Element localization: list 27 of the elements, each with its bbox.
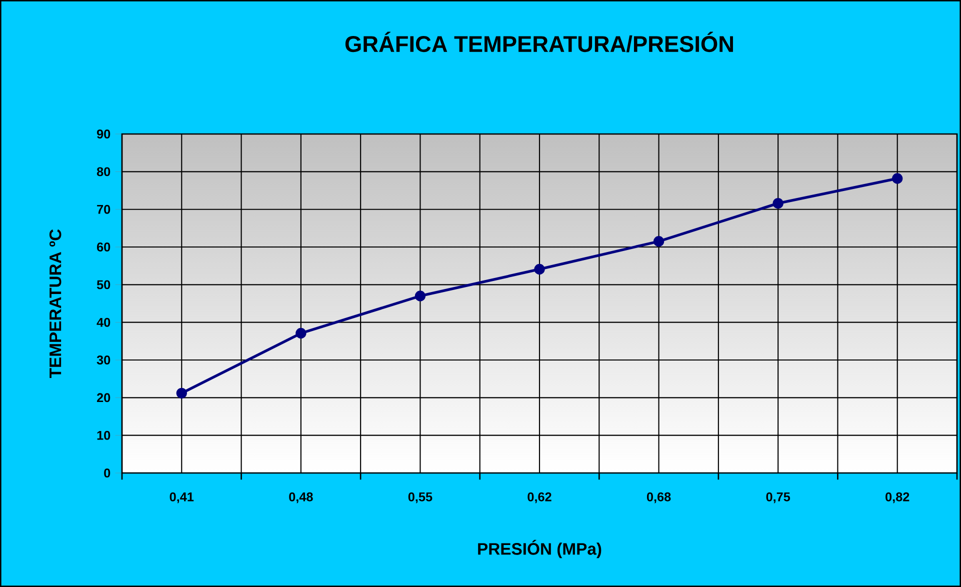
y-tick-label: 60 [96, 242, 110, 252]
x-tick-label: 0,68 [646, 492, 671, 504]
point [772, 198, 784, 209]
y-tick-label: 80 [96, 167, 110, 176]
y-tick-label: 10 [97, 430, 110, 440]
y-tick-label: 40 [96, 318, 110, 327]
point [653, 236, 664, 247]
x-axis-title: PRESIÓN (MPa) [478, 540, 602, 558]
x-tick-label: 0,41 [170, 492, 194, 504]
x-tick-label: 0,48 [289, 492, 313, 504]
y-tick-label: 0 [104, 468, 110, 478]
point [534, 264, 545, 275]
y-axis-title: TEMPERATURA ºC [49, 229, 62, 378]
y-tick-label: 30 [96, 356, 110, 365]
x-tick-label: 0,75 [766, 492, 790, 504]
x-tick-label: 0,62 [528, 492, 552, 504]
point [414, 290, 426, 302]
x-tick-label: 0,82 [886, 492, 910, 504]
y-tick-label: 70 [97, 204, 110, 214]
chart-title: GRÁFICA TEMPERATURA/PRESIÓN [345, 32, 733, 52]
y-tick-label: 50 [96, 280, 110, 290]
y-tick-label: 20 [96, 393, 110, 402]
y-tick-label: 90 [96, 130, 110, 138]
point [176, 388, 187, 398]
point [296, 328, 306, 339]
point [892, 173, 903, 184]
x-tick-label: 0,55 [408, 492, 432, 504]
